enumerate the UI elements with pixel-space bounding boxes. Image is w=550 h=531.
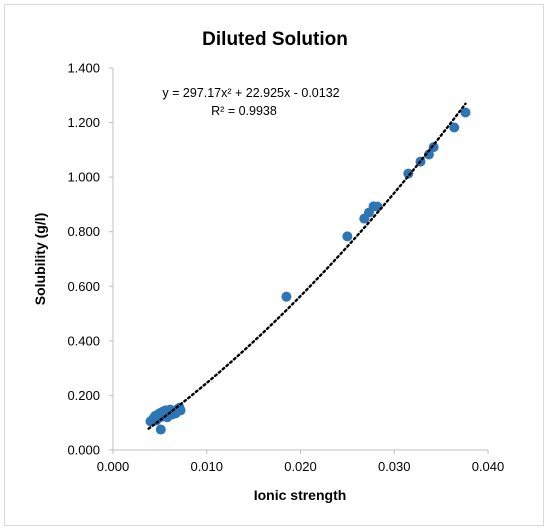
y-tick-label: 0.800 [67, 224, 100, 239]
y-tick-label: 0.400 [67, 333, 100, 348]
data-point [281, 291, 292, 302]
tick-marks [109, 67, 489, 454]
data-point [155, 424, 166, 435]
trendline-equation: y = 297.17x² + 22.925x - 0.0132 [162, 86, 339, 100]
x-axis-title: Ionic strength [254, 487, 347, 503]
data-point [428, 142, 439, 153]
y-tick-label: 0.000 [67, 443, 100, 458]
y-tick-labels: 0.000 0.200 0.400 0.600 0.800 1.000 1.200 1.400 [67, 61, 100, 458]
x-tick-labels: 0.000 0.010 0.020 0.030 0.040 [97, 459, 505, 474]
y-tick-label: 1.000 [67, 170, 100, 185]
y-tick-label: 1.200 [67, 115, 100, 130]
data-point [403, 168, 414, 179]
data-point [175, 405, 186, 416]
data-point [460, 107, 471, 118]
x-tick-label: 0.010 [190, 459, 223, 474]
data-point [342, 231, 353, 242]
trendline-r-squared: R² = 0.9938 [211, 104, 277, 118]
y-axis-title: Solubility (g/l) [32, 213, 48, 306]
chart-frame [4, 4, 544, 526]
y-tick-label: 0.200 [67, 388, 100, 403]
chart-title: Diluted Solution [202, 29, 348, 50]
x-tick-label: 0.030 [378, 459, 411, 474]
data-points [145, 107, 471, 435]
data-point [423, 149, 434, 160]
data-point [449, 122, 460, 133]
x-tick-label: 0.000 [97, 459, 130, 474]
trendline [147, 102, 467, 430]
y-tick-label: 1.400 [67, 61, 100, 76]
y-tick-label: 0.600 [67, 279, 100, 294]
x-tick-label: 0.020 [284, 459, 317, 474]
x-tick-label: 0.040 [472, 459, 505, 474]
